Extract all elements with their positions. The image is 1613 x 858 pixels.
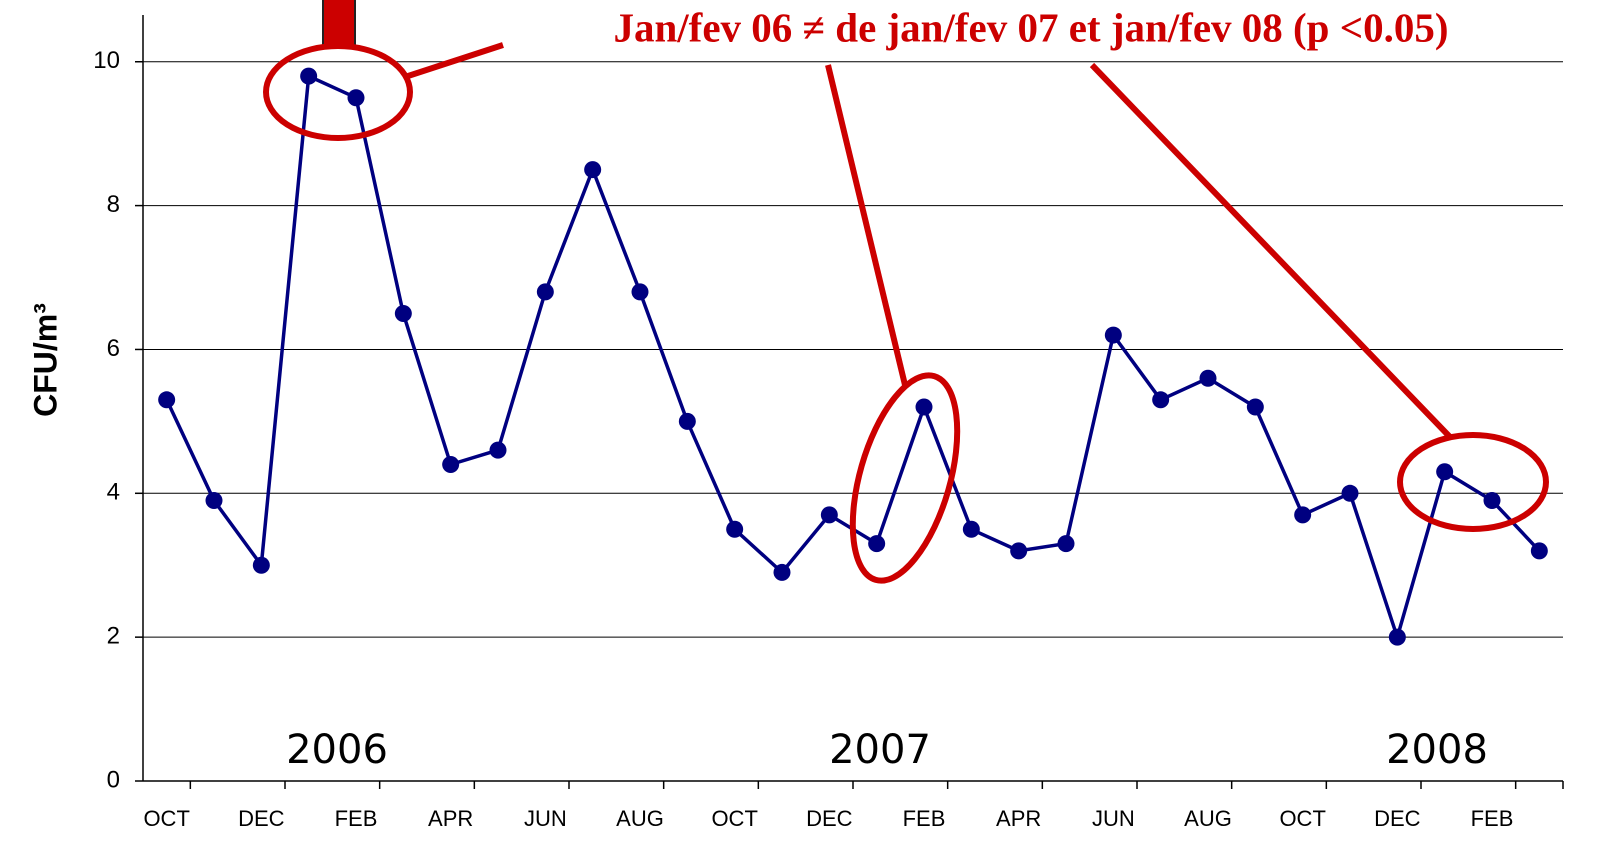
y-tick-label: 8 bbox=[107, 191, 120, 218]
data-point bbox=[536, 283, 554, 301]
data-point bbox=[158, 391, 176, 409]
x-tick-label: DEC bbox=[238, 806, 285, 831]
year-label: 2006 bbox=[286, 727, 388, 773]
data-point bbox=[773, 563, 791, 581]
data-point bbox=[1436, 463, 1454, 481]
pointer-line bbox=[407, 42, 504, 79]
grid bbox=[135, 15, 1564, 789]
x-tick-label: JUN bbox=[1092, 806, 1135, 831]
data-point bbox=[1057, 535, 1075, 553]
data-point bbox=[347, 89, 365, 107]
x-tick-label: DEC bbox=[806, 806, 853, 831]
y-tick-label: 10 bbox=[93, 47, 120, 74]
data-point bbox=[678, 412, 696, 430]
pointer-line bbox=[825, 64, 908, 386]
data-point bbox=[300, 67, 318, 85]
data-point bbox=[962, 520, 980, 538]
data-point bbox=[1294, 506, 1312, 524]
data-point bbox=[915, 398, 933, 416]
data-point bbox=[1483, 491, 1501, 509]
y-tick-label: 6 bbox=[107, 335, 120, 362]
data-point bbox=[868, 535, 886, 553]
x-tick-label: OCT bbox=[1279, 806, 1325, 831]
data-point bbox=[1341, 484, 1359, 502]
x-tick-label: OCT bbox=[711, 806, 757, 831]
x-tick-label: FEB bbox=[335, 806, 378, 831]
x-tick-label: AUG bbox=[1184, 806, 1232, 831]
x-tick-label: FEB bbox=[903, 806, 946, 831]
data-point bbox=[1530, 542, 1548, 560]
y-tick-label: 0 bbox=[107, 766, 120, 793]
data-point bbox=[584, 161, 602, 179]
y-axis-label: CFU/m³ bbox=[27, 303, 63, 417]
data-point bbox=[1104, 326, 1122, 344]
data-point bbox=[442, 456, 460, 474]
x-tick-label: OCT bbox=[143, 806, 189, 831]
data-point bbox=[1152, 391, 1170, 409]
x-tick-label: JUN bbox=[524, 806, 567, 831]
annotation: Jan/fev 06 ≠ de jan/fev 07 et jan/fev 08… bbox=[613, 4, 1448, 50]
y-tick-label: 2 bbox=[107, 622, 120, 649]
x-tick-label: DEC bbox=[1374, 806, 1421, 831]
data-point bbox=[1010, 542, 1028, 560]
arrow-box bbox=[322, 0, 356, 47]
x-tick-label: APR bbox=[996, 806, 1041, 831]
data-point bbox=[489, 441, 507, 459]
year-label: 2008 bbox=[1386, 727, 1488, 773]
data-point bbox=[1388, 628, 1406, 646]
year-label: 2007 bbox=[829, 727, 931, 773]
annotation-shapes bbox=[263, 0, 1549, 584]
highlight-ellipse bbox=[263, 43, 413, 141]
data-point bbox=[252, 556, 270, 574]
data-point bbox=[1199, 369, 1217, 387]
x-tick-label: FEB bbox=[1471, 806, 1514, 831]
data-point bbox=[205, 491, 223, 509]
data-point bbox=[1246, 398, 1264, 416]
highlight-ellipse bbox=[849, 372, 961, 584]
data-point bbox=[820, 506, 838, 524]
data-point bbox=[631, 283, 649, 301]
x-tick-label: APR bbox=[428, 806, 473, 831]
data-point bbox=[394, 304, 412, 322]
x-tick-label: AUG bbox=[616, 806, 664, 831]
data-point bbox=[726, 520, 744, 538]
highlight-ellipse bbox=[1397, 432, 1549, 532]
y-tick-label: 4 bbox=[107, 479, 120, 506]
pointer-line bbox=[1089, 62, 1453, 440]
marks bbox=[158, 67, 1548, 646]
